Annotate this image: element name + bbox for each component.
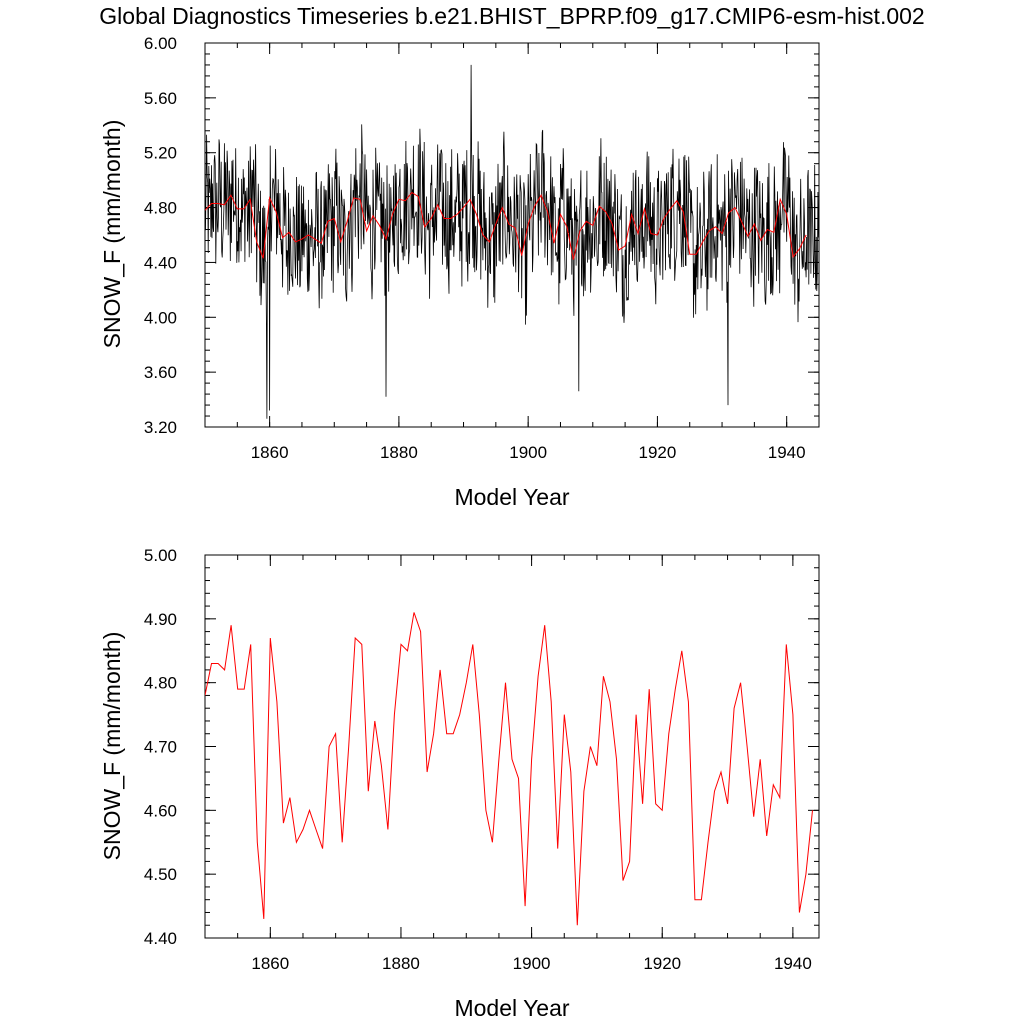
- bottom-y-tick-label: 4.80: [144, 674, 177, 693]
- top-y-axis-label: SNOW_F (mm/month): [99, 120, 125, 349]
- bottom-y-axis-label: SNOW_F (mm/month): [99, 632, 125, 861]
- bottom-x-tick-label: 1900: [513, 954, 551, 973]
- top-y-tick-label: 4.00: [144, 308, 177, 327]
- top-x-tick-label: 1860: [251, 443, 289, 462]
- bottom-y-tick-label: 4.60: [144, 801, 177, 820]
- bottom-x-tick-label: 1880: [382, 954, 420, 973]
- top-plot-frame: [204, 42, 820, 428]
- top-y-tick-label: 5.60: [144, 89, 177, 108]
- bottom-y-tick-label: 5.00: [144, 546, 177, 565]
- top-x-tick-label: 1900: [509, 443, 547, 462]
- bottom-x-tick-label: 1920: [643, 954, 681, 973]
- top-x-tick-label: 1880: [380, 443, 418, 462]
- top-x-tick-label: 1920: [639, 443, 677, 462]
- bottom-y-tick-label: 4.70: [144, 738, 177, 757]
- top-plot-area: [205, 64, 819, 419]
- bottom-plot-frame: [204, 554, 820, 939]
- top-y-tick-label: 4.40: [144, 253, 177, 272]
- bottom-plot-area: [205, 612, 813, 926]
- top-panel: Model Year SNOW_F (mm/month) 1860 1880 190…: [99, 34, 820, 510]
- top-monthly-series-line: [205, 64, 819, 419]
- top-y-tick-label: 3.20: [144, 418, 177, 437]
- top-y-tick-label: 5.20: [144, 144, 177, 163]
- bottom-x-tick-label: 1860: [251, 954, 289, 973]
- bottom-annual-mean-line: [205, 612, 813, 926]
- bottom-y-tick-label: 4.50: [144, 865, 177, 884]
- bottom-y-tick-label: 4.90: [144, 610, 177, 629]
- bottom-x-axis-label: Model Year: [454, 995, 569, 1021]
- top-x-tick-label: 1940: [768, 443, 806, 462]
- bottom-panel: Model Year SNOW_F (mm/month) 1860 1880 190…: [99, 546, 820, 1021]
- bottom-x-tick-label: 1940: [774, 954, 812, 973]
- top-y-tick-label: 6.00: [144, 34, 177, 53]
- top-x-axis-label: Model Year: [454, 484, 569, 510]
- chart-title: Global Diagnostics Timeseries b.e21.BHIS…: [99, 3, 924, 29]
- bottom-y-tick-label: 4.40: [144, 929, 177, 948]
- top-y-tick-label: 3.60: [144, 363, 177, 382]
- top-y-tick-label: 4.80: [144, 199, 177, 218]
- top-annual-mean-line: [205, 191, 807, 260]
